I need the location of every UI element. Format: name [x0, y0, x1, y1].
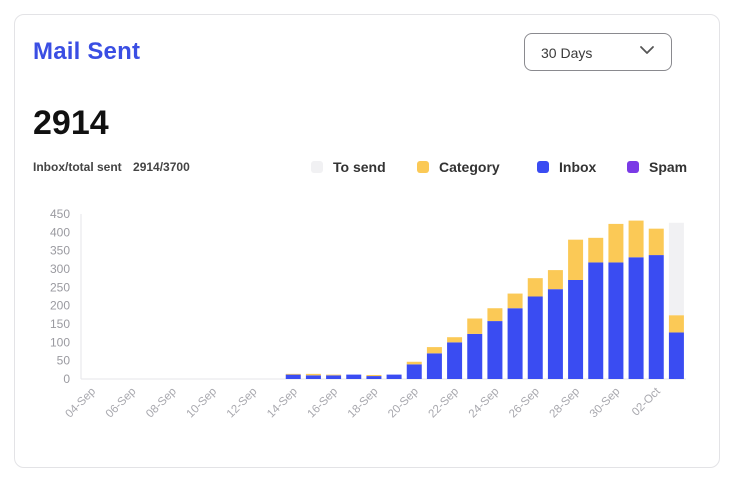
x-tick-label: 06-Sep — [104, 386, 139, 421]
bar-segment-category — [426, 347, 442, 354]
x-tick-label: 10-Sep — [184, 386, 219, 421]
bar-segment-category — [326, 374, 342, 376]
bar-segment-inbox — [386, 374, 402, 379]
bar-segment-inbox — [285, 374, 301, 379]
inbox-ratio-label: Inbox/total sent — [33, 160, 122, 174]
x-tick-label: 14-Sep — [265, 386, 300, 421]
inbox-ratio-value: 2914/3700 — [133, 160, 190, 174]
chevron-down-icon — [640, 46, 654, 54]
x-tick-label: 18-Sep — [346, 386, 381, 421]
bar-segment-category — [447, 337, 463, 343]
y-tick-label: 300 — [50, 262, 70, 276]
legend-item-category[interactable]: Category — [417, 159, 500, 175]
bar-segment-category — [568, 239, 584, 280]
y-tick-label: 50 — [57, 354, 71, 368]
bar-segment-inbox — [305, 375, 321, 379]
bar-segment-category — [547, 270, 563, 290]
legend-label: Category — [439, 159, 500, 175]
x-tick-label: 16-Sep — [305, 386, 340, 421]
bar-segment-inbox — [426, 353, 442, 379]
legend-item-spam[interactable]: Spam — [627, 159, 687, 175]
bar-segment-category — [648, 228, 664, 256]
y-tick-label: 250 — [50, 280, 70, 294]
bar-segment-category — [406, 361, 422, 365]
bar-segment-category — [588, 237, 604, 263]
legend-swatch — [417, 161, 429, 173]
x-tick-label: 08-Sep — [144, 386, 179, 421]
bar-segment-inbox — [648, 255, 664, 379]
total-sent-value: 2914 — [33, 104, 109, 142]
bar-segment-inbox — [608, 262, 624, 379]
bar-segment-category — [668, 315, 684, 333]
legend-item-to-send[interactable]: To send — [311, 159, 386, 175]
bar-segment-category — [366, 374, 382, 377]
bar-segment-category — [285, 373, 301, 375]
bar-segment-category — [507, 293, 523, 309]
y-tick-label: 450 — [50, 207, 70, 221]
bar-segment-category — [628, 220, 644, 258]
legend-label: Inbox — [559, 159, 597, 175]
bar-segment-inbox — [467, 333, 483, 379]
bar-segment-inbox — [346, 374, 362, 379]
range-dropdown[interactable]: 30 Days — [524, 33, 672, 71]
bar-segment-category — [467, 318, 483, 334]
bar-segment-to-send — [668, 222, 684, 316]
bar-segment-inbox — [568, 280, 584, 379]
bar-segment-inbox — [326, 375, 342, 379]
range-dropdown-value: 30 Days — [541, 45, 593, 61]
bar-segment-inbox — [487, 321, 503, 379]
bar-segment-inbox — [366, 376, 382, 379]
bar-segment-category — [305, 373, 321, 376]
bar-segment-inbox — [447, 342, 463, 379]
x-tick-label: 04-Sep — [63, 386, 98, 421]
y-tick-label: 100 — [50, 335, 70, 349]
bar-segment-category — [527, 278, 543, 297]
x-tick-label: 24-Sep — [467, 386, 502, 421]
bar-segment-inbox — [668, 332, 684, 379]
bar-segment-inbox — [507, 308, 523, 379]
x-tick-label: 26-Sep — [507, 386, 542, 421]
legend-swatch — [537, 161, 549, 173]
x-tick-label: 20-Sep — [386, 386, 421, 421]
x-tick-label: 30-Sep — [588, 386, 623, 421]
y-tick-label: 0 — [63, 372, 70, 386]
bar-segment-inbox — [527, 296, 543, 379]
x-tick-label: 12-Sep — [225, 386, 260, 421]
legend-item-inbox[interactable]: Inbox — [537, 159, 596, 175]
bar-segment-inbox — [588, 262, 604, 379]
y-tick-label: 200 — [50, 299, 70, 313]
card-title: Mail Sent — [33, 38, 141, 65]
y-tick-label: 150 — [50, 317, 70, 331]
x-tick-label: 22-Sep — [426, 386, 461, 421]
bar-segment-category — [487, 308, 503, 322]
y-tick-label: 350 — [50, 244, 70, 258]
legend-label: To send — [333, 159, 386, 175]
bar-segment-category — [608, 223, 624, 263]
bar-segment-inbox — [628, 257, 644, 379]
x-tick-label: 28-Sep — [547, 386, 582, 421]
legend-swatch — [627, 161, 639, 173]
legend-label: Spam — [649, 159, 688, 175]
legend-swatch — [311, 161, 323, 173]
y-tick-label: 400 — [50, 225, 70, 239]
bar-segment-inbox — [547, 289, 563, 379]
bar-segment-inbox — [406, 364, 422, 379]
inbox-ratio: Inbox/total sent 2914/3700 — [33, 160, 190, 174]
x-tick-label: 02-Oct — [630, 385, 663, 418]
